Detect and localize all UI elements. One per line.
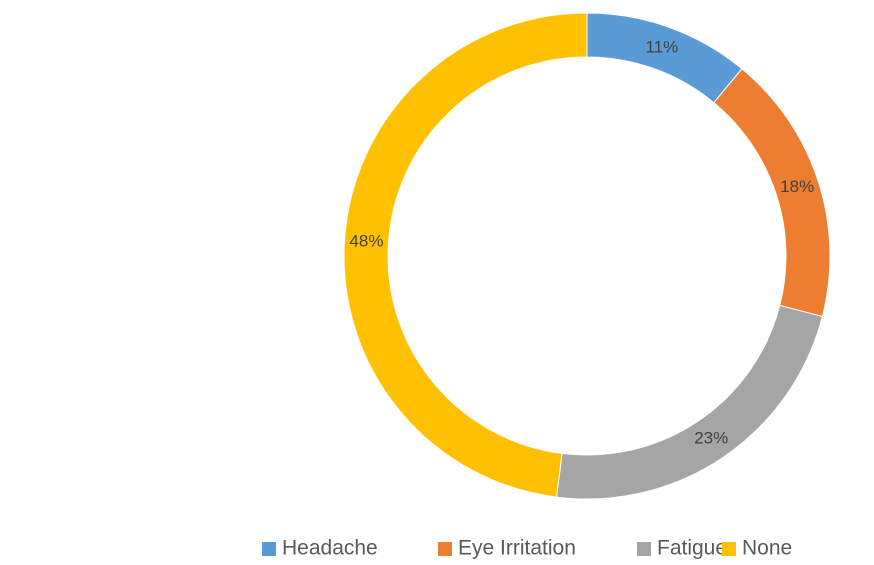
- data-label: 48%: [349, 232, 383, 251]
- legend-label: Fatigue: [657, 537, 727, 560]
- data-label: 11%: [645, 38, 678, 57]
- donut-slice: [586, 12, 743, 104]
- legend-label: Headache: [282, 537, 378, 560]
- data-label: 23%: [694, 428, 728, 447]
- donut-slice: [343, 12, 588, 498]
- legend-label: None: [742, 537, 792, 560]
- legend-swatch: [438, 542, 452, 556]
- legend-swatch: [722, 542, 736, 556]
- legend-label: Eye Irritation: [458, 537, 576, 560]
- data-label: 18%: [780, 177, 814, 196]
- legend-swatch: [637, 542, 651, 556]
- legend-swatch: [262, 542, 276, 556]
- donut-slice: [555, 304, 823, 500]
